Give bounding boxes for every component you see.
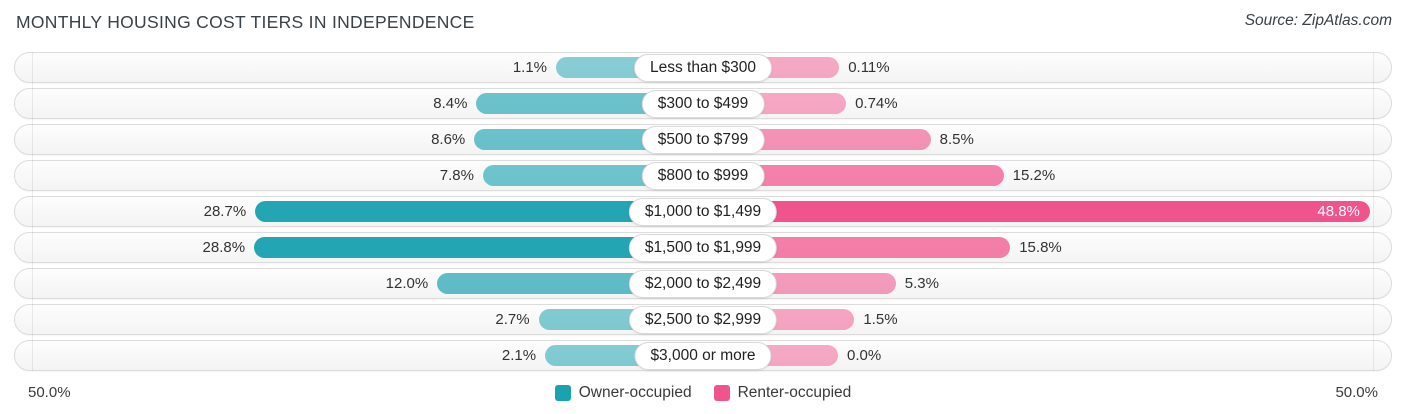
owner-value-label: 12.0%	[385, 275, 429, 292]
axis-row: 50.0% Owner-occupied Renter-occupied 50.…	[14, 378, 1392, 408]
tier-label-pill: $2,500 to $2,999	[628, 305, 778, 334]
x-axis-max-right-label: 50.0%	[1335, 384, 1378, 401]
tier-label-pill: $800 to $999	[641, 161, 765, 190]
renter-value-label: 15.8%	[1019, 239, 1062, 256]
owner-value-label: 7.8%	[439, 167, 474, 184]
cost-tier-row: 1.1% 0.11% Less than $300	[14, 52, 1392, 83]
axis-extent-gridline	[32, 52, 33, 371]
cost-tier-row: 12.0% 5.3% $2,000 to $2,499	[14, 268, 1392, 299]
renter-value-label: 8.5%	[939, 131, 974, 148]
renter-value-label: 0.0%	[847, 347, 882, 364]
tier-label-pill: Less than $300	[633, 53, 773, 82]
owner-value-label: 8.6%	[431, 131, 466, 148]
chart-title: MONTHLY HOUSING COST TIERS IN INDEPENDEN…	[16, 12, 475, 32]
chart-rows-area: 1.1% 0.11% Less than $300 8.4% 0.74% $300 to …	[14, 52, 1392, 376]
chart-legend: Owner-occupied Renter-occupied	[14, 378, 1392, 408]
owner-value-label: 2.1%	[501, 347, 537, 364]
cost-tier-row: 2.1% 0.0% $3,000 or more	[14, 340, 1392, 371]
renter-value-label: 5.3%	[904, 275, 939, 292]
tier-label-pill: $1,000 to $1,499	[628, 197, 778, 226]
owner-occupied-swatch-icon	[554, 385, 571, 401]
owner-value-label: 28.8%	[202, 239, 246, 256]
cost-tier-row: 2.7% 1.5% $2,500 to $2,999	[14, 304, 1392, 335]
tier-label-pill: $1,500 to $1,999	[628, 233, 778, 262]
cost-tier-row: 8.6% 8.5% $500 to $799	[14, 124, 1392, 155]
tier-label-pill: $500 to $799	[641, 125, 765, 154]
tier-label-pill: $3,000 or more	[634, 341, 772, 370]
tier-label-pill: $300 to $499	[641, 89, 765, 118]
renter-occupied-swatch-icon	[713, 385, 730, 401]
owner-occupied-bar	[255, 201, 703, 222]
owner-value-label: 8.4%	[433, 95, 468, 112]
source-attribution: Source: ZipAtlas.com	[1244, 12, 1392, 29]
renter-value-label: 0.11%	[848, 59, 890, 76]
renter-occupied-bar	[703, 201, 1370, 222]
chart-header: MONTHLY HOUSING COST TIERS IN INDEPENDEN…	[0, 0, 1406, 48]
owner-value-label: 2.7%	[495, 311, 530, 328]
owner-value-label: 1.1%	[512, 59, 548, 76]
axis-extent-gridline	[1373, 52, 1374, 371]
renter-value-label: 48.8%	[1317, 203, 1360, 220]
cost-tier-row: 28.8% 15.8% $1,500 to $1,999	[14, 232, 1392, 263]
renter-value-label: 1.5%	[863, 311, 898, 328]
renter-occupied-bar	[703, 165, 1004, 186]
cost-tier-row: 28.7% 48.8% $1,000 to $1,499	[14, 196, 1392, 227]
renter-value-label: 15.2%	[1012, 167, 1056, 184]
renter-occupied-bar	[703, 237, 1011, 258]
x-axis-max-left-label: 50.0%	[28, 384, 71, 401]
renter-value-label: 0.74%	[855, 95, 898, 112]
legend-item-renter: Renter-occupied	[713, 384, 852, 402]
tier-label-pill: $2,000 to $2,499	[628, 269, 778, 298]
legend-label-renter: Renter-occupied	[737, 384, 852, 401]
legend-item-owner: Owner-occupied	[554, 384, 692, 402]
cost-tier-row: 8.4% 0.74% $300 to $499	[14, 88, 1392, 119]
owner-occupied-bar	[254, 237, 703, 258]
cost-tier-row: 7.8% 15.2% $800 to $999	[14, 160, 1392, 191]
legend-label-owner: Owner-occupied	[578, 384, 692, 401]
owner-value-label: 28.7%	[203, 203, 247, 220]
